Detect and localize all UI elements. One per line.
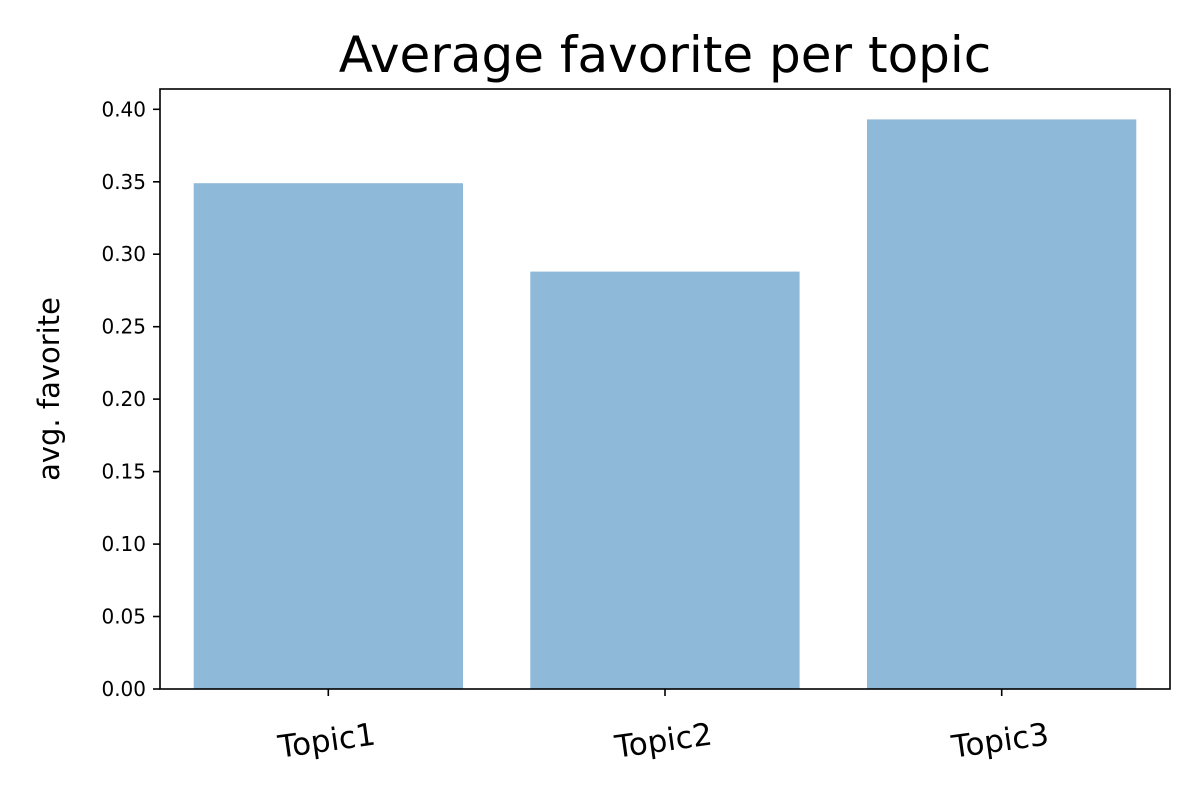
y-tick-label: 0.10 [101,532,146,556]
y-tick-label: 0.20 [101,387,146,411]
x-axis-ticks: Topic1 Topic2 Topic3 [275,689,1051,766]
bar-topic2 [530,271,800,689]
bar-topic1 [193,183,463,689]
y-tick-label: 0.00 [101,677,146,701]
bar-topic3 [867,119,1137,689]
y-axis-ticks: 0.00 0.05 0.10 0.15 0.20 0.25 0.30 0.35 0.40 [101,97,160,701]
x-tick-label: Topic1 [275,716,378,765]
chart-title: Average favorite per topic [339,26,992,84]
y-tick-label: 0.15 [101,460,146,484]
bars [193,119,1137,689]
y-axis-label: avg. favorite [32,297,66,481]
y-tick-label: 0.30 [101,242,146,266]
y-tick-label: 0.25 [101,315,146,339]
plot-frame [159,88,1171,690]
y-tick-label: 0.35 [101,170,146,194]
y-tick-label: 0.40 [101,97,146,121]
x-tick-label: Topic3 [948,716,1051,765]
y-tick-label: 0.05 [101,605,146,629]
x-tick-label: Topic2 [612,716,715,765]
